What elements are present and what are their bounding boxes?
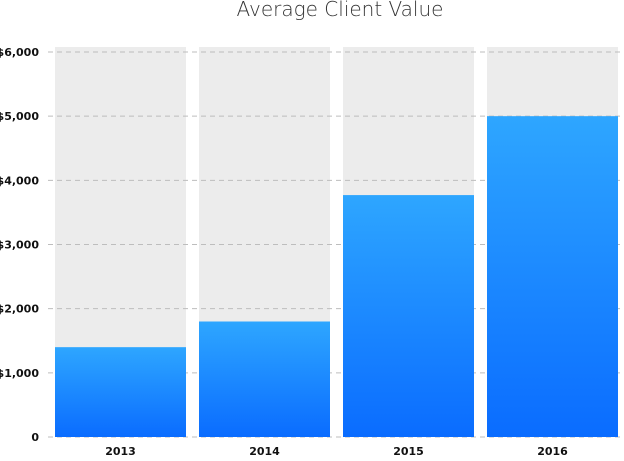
bar-2015 bbox=[343, 195, 474, 437]
x-tick-label: 2015 bbox=[393, 445, 424, 458]
y-tick-label: $5,000 bbox=[0, 110, 39, 123]
x-tick-label: 2013 bbox=[105, 445, 136, 458]
y-tick-label: $2,000 bbox=[0, 303, 39, 316]
x-axis-ticks: 2013 2014 2015 2016 bbox=[105, 445, 568, 458]
y-axis-ticks: 0 $1,000 $2,000 $3,000 $4,000 $5,000 $6,000 bbox=[0, 46, 39, 444]
y-tick-label: $4,000 bbox=[0, 174, 39, 187]
y-tick-label: $1,000 bbox=[0, 367, 39, 380]
chart-title: Average Client Value bbox=[237, 0, 444, 21]
y-tick-label: 0 bbox=[31, 431, 39, 444]
y-tick-label: $6,000 bbox=[0, 46, 39, 59]
x-tick-label: 2016 bbox=[537, 445, 568, 458]
bar-2014 bbox=[199, 321, 330, 437]
bar-2016 bbox=[487, 116, 618, 438]
x-tick-label: 2014 bbox=[249, 445, 280, 458]
bar-2013 bbox=[55, 347, 186, 437]
y-tick-label: $3,000 bbox=[0, 239, 39, 252]
bars bbox=[55, 116, 618, 438]
